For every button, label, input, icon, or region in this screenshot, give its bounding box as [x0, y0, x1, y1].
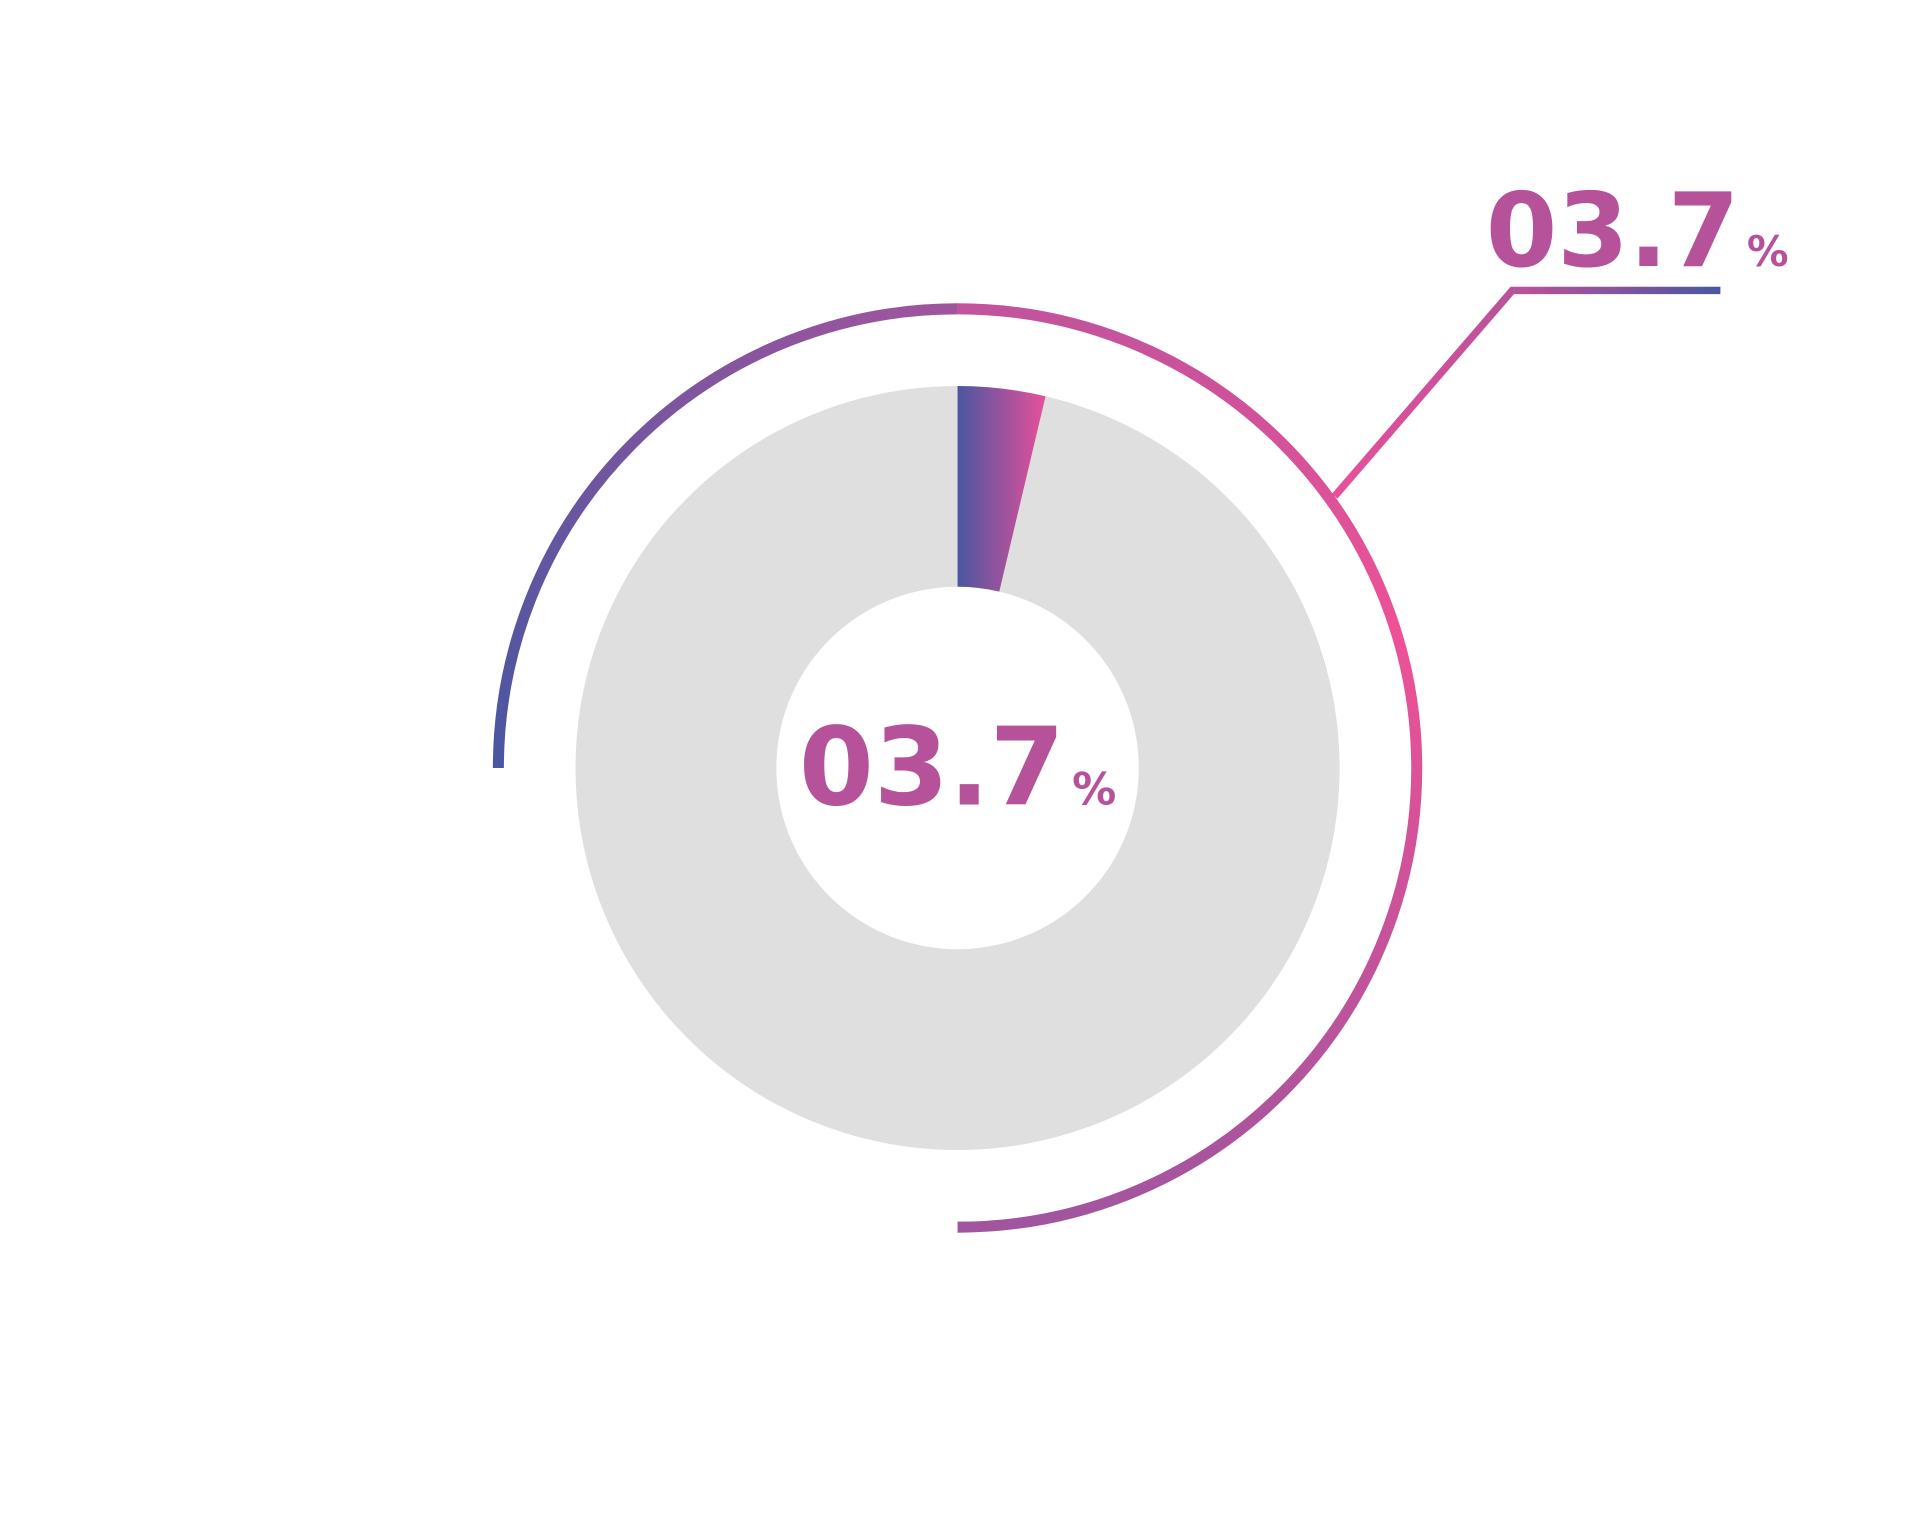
center-label: 03.7%	[799, 706, 1116, 831]
callout-value: 03.7	[1486, 172, 1740, 291]
remainder-slice	[575, 385, 1340, 1151]
callout-leader-line	[1331, 286, 1721, 499]
value-slice	[957, 385, 1046, 592]
outer-arc-left	[492, 303, 958, 769]
callout-unit: %	[1747, 227, 1789, 276]
center-value: 03.7	[799, 706, 1065, 831]
callout-label: 03.7%	[1486, 172, 1789, 291]
center-unit: %	[1072, 765, 1116, 816]
outer-arc-right	[957, 303, 1423, 1233]
